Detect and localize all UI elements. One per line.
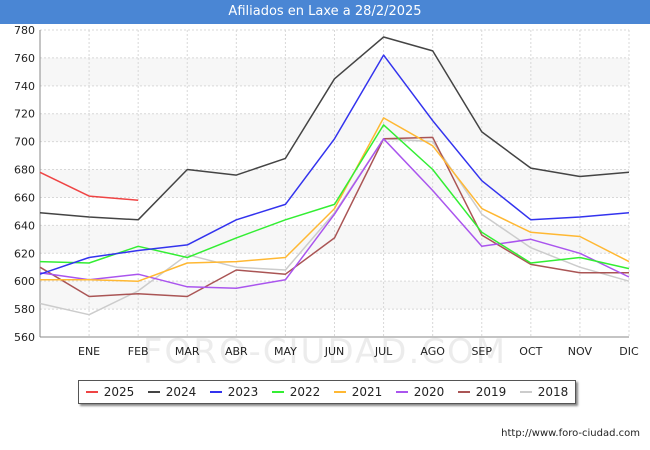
legend-item-2022: 2022 (271, 385, 321, 399)
y-tick-label: 740 (14, 80, 35, 93)
legend-item-2018: 2018 (519, 385, 569, 399)
y-tick-label: 580 (14, 303, 35, 316)
legend-item-2024: 2024 (147, 385, 197, 399)
line-chart: 560 580 600 620 640 660 680 700 720 740 760 780 ENE F… (14, 24, 639, 358)
x-tick-label: SEP (471, 345, 492, 358)
chart-title: Afiliados en Laxe a 28/2/2025 (0, 0, 650, 24)
legend-item-2021: 2021 (333, 385, 383, 399)
x-tick-label: JUN (324, 345, 345, 358)
series-line-2018 (39, 138, 630, 316)
series-line-2020 (39, 138, 630, 289)
source-credit: http://www.foro-ciudad.com (501, 428, 640, 439)
x-tick-label: JUL (374, 345, 393, 358)
legend-label: 2020 (413, 385, 445, 399)
y-tick-label: 600 (14, 275, 35, 288)
legend-swatch (457, 391, 470, 393)
legend-item-2025: 2025 (85, 385, 135, 399)
legend-swatch (395, 391, 408, 393)
x-tick-label: ABR (225, 345, 248, 358)
legend-label: 2024 (165, 385, 197, 399)
legend-swatch (85, 391, 98, 393)
series-line-2023 (39, 54, 630, 275)
legend-item-2023: 2023 (209, 385, 259, 399)
legend-label: 2018 (537, 385, 569, 399)
legend-item-2019: 2019 (457, 385, 507, 399)
x-tick-label: NOV (568, 345, 593, 358)
legend-label: 2025 (103, 385, 135, 399)
y-tick-label: 660 (14, 191, 35, 204)
watermark: FORO-CIUDAD.COM (142, 332, 508, 372)
legend-swatch (209, 391, 222, 393)
series-line-2019 (39, 136, 629, 298)
series-line-2022 (39, 124, 630, 270)
x-tick-label: AGO (420, 345, 445, 358)
legend-item-2020: 2020 (395, 385, 445, 399)
y-tick-label: 700 (14, 136, 35, 149)
legend-swatch (333, 391, 346, 393)
chart-legend: 2025 2024 2023 2022 2021 2020 2019 2018 (78, 380, 576, 404)
y-tick-label: 640 (14, 219, 35, 232)
x-tick-label: OCT (519, 345, 542, 358)
x-tick-label: MAY (274, 345, 297, 358)
legend-label: 2021 (351, 385, 383, 399)
legend-swatch (271, 391, 284, 393)
x-tick-label: MAR (175, 345, 200, 358)
legend-swatch (147, 391, 160, 393)
y-tick-label: 780 (14, 24, 35, 37)
y-tick-label: 680 (14, 164, 35, 177)
y-tick-label: 620 (14, 247, 35, 260)
x-tick-label: FEB (128, 345, 149, 358)
legend-label: 2023 (227, 385, 259, 399)
series-line-2025 (39, 171, 139, 201)
legend-label: 2022 (289, 385, 321, 399)
legend-swatch (519, 391, 532, 393)
series-line-2024 (39, 36, 630, 221)
y-tick-label: 760 (14, 52, 35, 65)
x-tick-label: ENE (78, 345, 100, 358)
x-tick-label: DIC (619, 345, 639, 358)
legend-label: 2019 (475, 385, 507, 399)
y-tick-label: 560 (14, 331, 35, 344)
series-line-2021 (40, 117, 630, 282)
y-tick-label: 720 (14, 108, 35, 121)
